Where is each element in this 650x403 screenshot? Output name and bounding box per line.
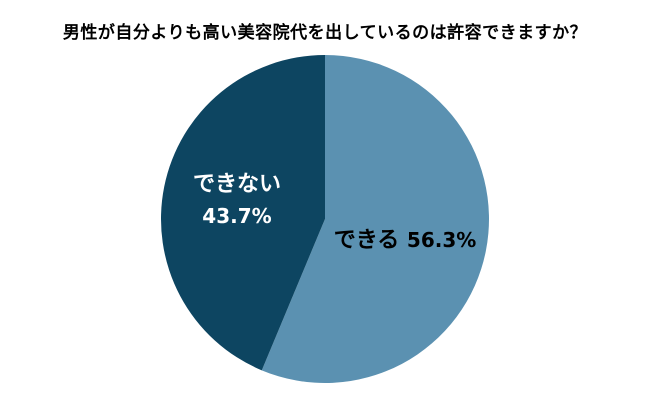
pie-slice-1 [261,55,489,383]
slice-category-label: できる [334,228,407,253]
slice-label-1: できる 56.3% [334,228,477,253]
slice-value-label: 43.7% [202,204,271,228]
pie-slice-2 [160,55,325,371]
slice-category-label: できない [193,172,281,197]
slice-label-group-1: できる 56.3% [334,228,477,253]
slice-value-label: 56.3% [407,228,476,252]
slice-label-group-2: できない 43.7% [193,172,281,228]
chart-title: 男性が自分よりも高い美容院代を出しているのは許容できますか？ [62,23,588,43]
